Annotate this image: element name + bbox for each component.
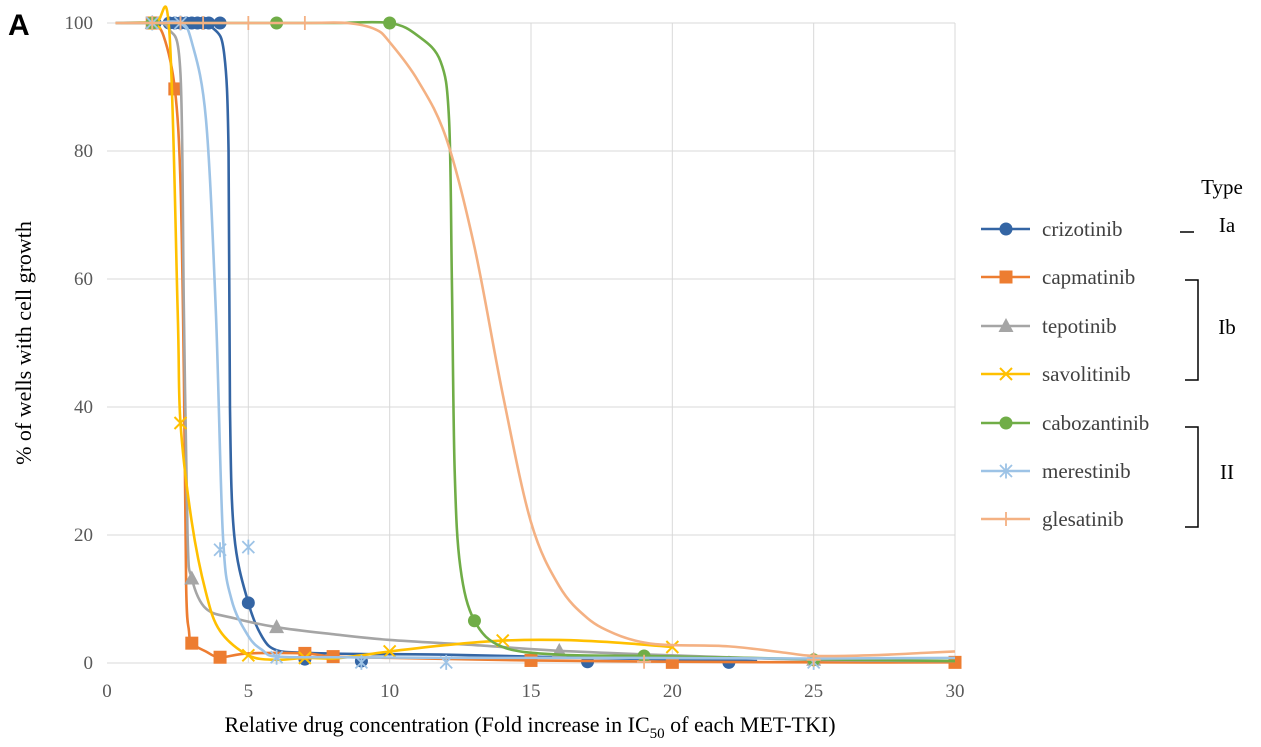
series-glesatinib xyxy=(115,16,956,669)
data-point-glesatinib xyxy=(196,16,211,30)
data-point-merestinib xyxy=(354,654,369,670)
type-label-ib: Ib xyxy=(1218,315,1236,339)
x-tick-label: 10 xyxy=(380,681,399,702)
legend-label: savolitinib xyxy=(1042,362,1131,386)
data-point-glesatinib xyxy=(145,16,160,30)
data-point-glesatinib xyxy=(806,652,821,667)
legend-item-tepotinib: tepotinib xyxy=(981,314,1117,338)
plot-series xyxy=(115,5,962,670)
data-point-savolitinib xyxy=(665,640,680,654)
type-label-ia: Ia xyxy=(1219,213,1236,237)
legend-label: crizotinib xyxy=(1042,217,1122,241)
y-tick-label: 40 xyxy=(74,397,93,418)
legend-item-savolitinib: savolitinib xyxy=(981,362,1131,386)
legend-item-glesatinib: glesatinib xyxy=(981,507,1124,531)
y-tick-label: 0 xyxy=(84,653,94,674)
x-axis-title-main: Relative drug concentration (Fold increa… xyxy=(224,712,649,737)
legend-marker-glesatinib xyxy=(999,512,1013,526)
x-tick-label: 20 xyxy=(663,681,682,702)
x-tick-label: 5 xyxy=(244,681,254,702)
series-cabozantinib xyxy=(115,16,956,667)
x-tick-label: 30 xyxy=(946,681,965,702)
y-tick-label: 80 xyxy=(74,141,93,162)
legend-label: merestinib xyxy=(1042,459,1131,483)
x-axis-title-subscript: 50 xyxy=(650,726,665,742)
data-point-cabozantinib xyxy=(467,614,481,628)
data-point-glesatinib xyxy=(173,16,188,30)
data-point-glesatinib xyxy=(297,16,312,30)
legend-label: capmatinib xyxy=(1042,265,1135,289)
data-point-merestinib xyxy=(439,654,453,670)
x-axis-title: Relative drug concentration (Fold increa… xyxy=(224,712,835,742)
legend-label: cabozantinib xyxy=(1042,411,1149,435)
x-tick-label: 25 xyxy=(804,681,823,702)
data-point-merestinib xyxy=(241,539,255,555)
legend-marker-cabozantinib xyxy=(999,416,1013,430)
data-point-tepotinib xyxy=(269,619,285,634)
y-tick-label: 100 xyxy=(65,13,94,34)
y-axis-title: % of wells with cell growth xyxy=(11,221,36,465)
legend-marker-crizotinib xyxy=(999,222,1013,236)
legend-marker-merestinib xyxy=(999,463,1013,479)
legend-item-cabozantinib: cabozantinib xyxy=(981,411,1149,435)
series-line-cabozantinib xyxy=(115,20,956,663)
panel-label: A xyxy=(8,9,30,42)
data-point-savolitinib xyxy=(382,644,397,659)
legend-marker-capmatinib xyxy=(999,270,1013,284)
y-tick-label: 20 xyxy=(74,525,93,546)
data-point-merestinib xyxy=(213,542,227,558)
series-line-crizotinib xyxy=(121,21,758,663)
x-axis-ticks: 0 5 10 15 20 25 30 xyxy=(102,681,964,702)
y-axis-ticks: 0 20 40 60 80 100 xyxy=(65,13,94,674)
series-line-glesatinib xyxy=(115,21,956,658)
legend-type-title: Type xyxy=(1201,175,1243,199)
legend-item-crizotinib: crizotinib xyxy=(981,217,1122,241)
series-tepotinib xyxy=(115,15,956,666)
type-ii-bracket xyxy=(1185,426,1199,528)
type-ib-bracket xyxy=(1185,279,1199,381)
legend-marker-tepotinib xyxy=(998,318,1014,332)
data-point-savolitinib xyxy=(173,416,188,430)
data-point-crizotinib xyxy=(241,596,255,610)
x-tick-label: 0 xyxy=(102,681,112,702)
legend-marker-savolitinib xyxy=(999,367,1013,381)
legend-item-capmatinib: capmatinib xyxy=(981,265,1135,289)
x-tick-label: 15 xyxy=(522,681,541,702)
legend-label: tepotinib xyxy=(1042,314,1117,338)
series-line-tepotinib xyxy=(115,21,956,663)
series-line-capmatinib xyxy=(115,20,956,664)
x-axis-title-tail: of each MET-TKI) xyxy=(665,712,836,737)
series-capmatinib xyxy=(115,16,962,669)
grid xyxy=(107,22,956,664)
y-tick-label: 60 xyxy=(74,269,93,290)
data-point-capmatinib xyxy=(185,636,199,650)
data-point-glesatinib xyxy=(241,16,256,30)
data-point-tepotinib xyxy=(184,570,200,585)
type-label-ii: II xyxy=(1220,460,1234,484)
legend: crizotinib capmatinib tepotinib savolitinib… xyxy=(981,217,1149,531)
data-point-merestinib xyxy=(269,649,284,665)
data-point-capmatinib xyxy=(524,653,538,667)
data-point-cabozantinib xyxy=(383,16,397,30)
data-point-capmatinib xyxy=(168,82,182,96)
data-point-glesatinib xyxy=(637,654,652,669)
data-point-capmatinib xyxy=(213,650,227,664)
legend-label: glesatinib xyxy=(1042,507,1124,531)
data-point-savolitinib xyxy=(241,648,256,663)
series-line-merestinib xyxy=(115,20,956,660)
legend-item-merestinib: merestinib xyxy=(981,459,1131,483)
